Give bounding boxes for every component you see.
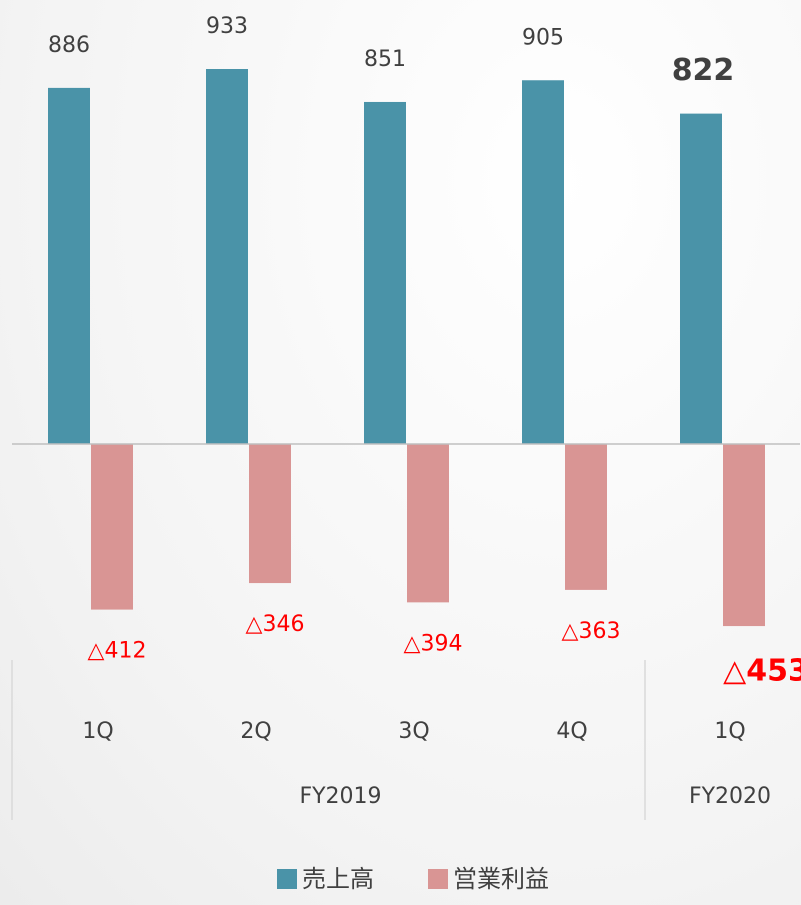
bar bbox=[565, 444, 607, 590]
data-label: 933 bbox=[206, 14, 248, 39]
bar bbox=[48, 87, 90, 444]
bar bbox=[364, 101, 406, 445]
bar bbox=[522, 80, 564, 444]
x-tick-label: 1Q bbox=[714, 719, 745, 744]
data-label: 822 bbox=[672, 53, 735, 88]
bar bbox=[91, 444, 133, 610]
data-label: 886 bbox=[48, 33, 90, 58]
legend-label: 売上高 bbox=[302, 865, 374, 893]
bar bbox=[249, 444, 291, 584]
x-tick-label: 4Q bbox=[556, 719, 587, 744]
legend-label: 営業利益 bbox=[453, 865, 549, 893]
group-label: FY2019 bbox=[299, 784, 381, 809]
data-label: △394 bbox=[404, 631, 463, 656]
bar bbox=[723, 444, 765, 627]
data-label: △453 bbox=[723, 654, 801, 689]
group-label: FY2020 bbox=[689, 784, 771, 809]
bar bbox=[206, 69, 248, 444]
data-label: 905 bbox=[522, 25, 564, 50]
x-tick-label: 3Q bbox=[398, 719, 429, 744]
data-label: △346 bbox=[246, 612, 305, 637]
legend-swatch bbox=[428, 869, 448, 889]
data-label: △412 bbox=[88, 639, 147, 664]
x-tick-label: 1Q bbox=[82, 719, 113, 744]
data-label: 851 bbox=[364, 47, 406, 72]
bar bbox=[680, 113, 722, 445]
bar bbox=[407, 444, 449, 603]
data-label: △363 bbox=[562, 619, 621, 644]
x-tick-label: 2Q bbox=[240, 719, 271, 744]
legend-swatch bbox=[277, 869, 297, 889]
